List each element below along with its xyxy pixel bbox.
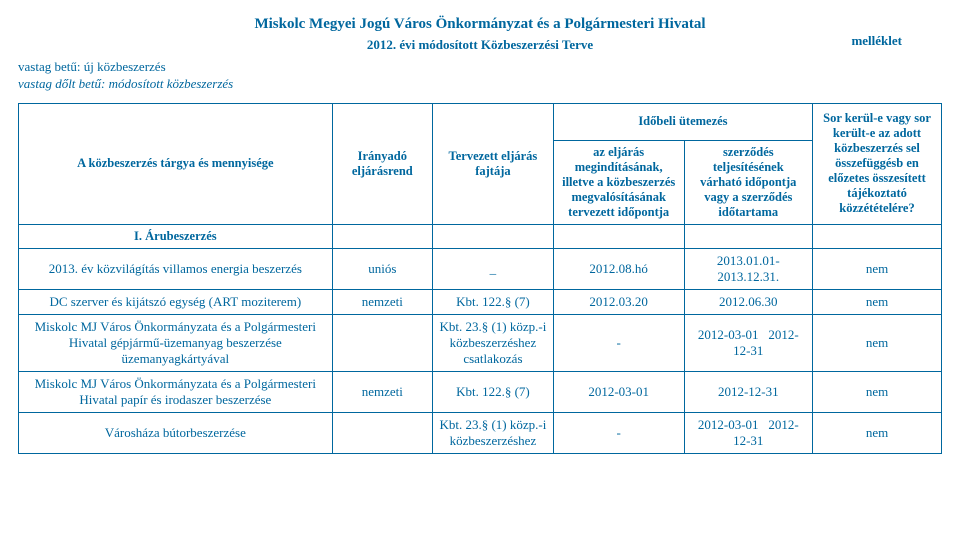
cell-order: nemzeti: [332, 371, 432, 412]
cell-type: Kbt. 122.§ (7): [432, 371, 553, 412]
legend-line-2: vastag dőlt betű: módosított közbeszerzé…: [18, 76, 942, 93]
cell-start: -: [553, 314, 684, 371]
cell-subject: 2013. év közvilágítás villamos energia b…: [19, 248, 333, 289]
col-group-timing: Időbeli ütemezés: [553, 103, 812, 140]
col-procedure-order: Irányadó eljárásrend: [332, 103, 432, 224]
cell-notice: nem: [813, 289, 942, 314]
cell-notice: nem: [813, 412, 942, 453]
cell-order: nemzeti: [332, 289, 432, 314]
cell-order: [332, 412, 432, 453]
cell-type: Kbt. 23.§ (1) közp.-i közbeszerzéshez: [432, 412, 553, 453]
legend: vastag betű: új közbeszerzés vastag dőlt…: [18, 59, 942, 93]
cell-contract: 2012-12-31: [684, 371, 813, 412]
cell-contract: 2013.01.01-2013.12.31.: [684, 248, 813, 289]
cell-type: Kbt. 122.§ (7): [432, 289, 553, 314]
col-notice: Sor kerül-e vagy sor került-e az adott k…: [813, 103, 942, 224]
cell-start: 2012.08.hó: [553, 248, 684, 289]
cell-start: -: [553, 412, 684, 453]
cell-notice: nem: [813, 371, 942, 412]
section-empty-3: [553, 224, 684, 248]
table-row: Miskolc MJ Város Önkormányzata és a Polg…: [19, 371, 942, 412]
cell-contract: 2012.06.30: [684, 289, 813, 314]
cell-start: 2012.03.20: [553, 289, 684, 314]
col-subject: A közbeszerzés tárgya és mennyisége: [19, 103, 333, 224]
section-empty-2: [432, 224, 553, 248]
cell-order: uniós: [332, 248, 432, 289]
cell-subject: DC szerver és kijátszó egység (ART mozit…: [19, 289, 333, 314]
procurement-table: A közbeszerzés tárgya és mennyisége Irán…: [18, 103, 942, 454]
cell-subject: Miskolc MJ Város Önkormányzata és a Polg…: [19, 314, 333, 371]
col-contract-date: szerződés teljesítésének várható időpont…: [684, 140, 813, 224]
col-procedure-type: Tervezett eljárás fajtája: [432, 103, 553, 224]
cell-notice: nem: [813, 314, 942, 371]
table-row: Miskolc MJ Város Önkormányzata és a Polg…: [19, 314, 942, 371]
cell-subject: Miskolc MJ Város Önkormányzata és a Polg…: [19, 371, 333, 412]
cell-order: [332, 314, 432, 371]
table-row: Városháza bútorbeszerzése Kbt. 23.§ (1) …: [19, 412, 942, 453]
col-start-date: az eljárás megindításának, illetve a köz…: [553, 140, 684, 224]
cell-contract: 2012-03-01 2012-12-31: [684, 412, 813, 453]
cell-type: _: [432, 248, 553, 289]
section-empty-1: [332, 224, 432, 248]
cell-start: 2012-03-01: [553, 371, 684, 412]
page-title: Miskolc Megyei Jogú Város Önkormányzat é…: [18, 16, 942, 33]
cell-subject: Városháza bútorbeszerzése: [19, 412, 333, 453]
table-row: 2013. év közvilágítás villamos energia b…: [19, 248, 942, 289]
legend-line-1: vastag betű: új közbeszerzés: [18, 59, 942, 76]
section-heading: I. Árubeszerzés: [19, 224, 333, 248]
table-body: 2013. év közvilágítás villamos energia b…: [19, 248, 942, 453]
cell-contract: 2012-03-01 2012-12-31: [684, 314, 813, 371]
cell-notice: nem: [813, 248, 942, 289]
section-empty-4: [684, 224, 813, 248]
section-empty-5: [813, 224, 942, 248]
table-row: DC szerver és kijátszó egység (ART mozit…: [19, 289, 942, 314]
cell-type: Kbt. 23.§ (1) közp.-i közbeszerzéshez cs…: [432, 314, 553, 371]
